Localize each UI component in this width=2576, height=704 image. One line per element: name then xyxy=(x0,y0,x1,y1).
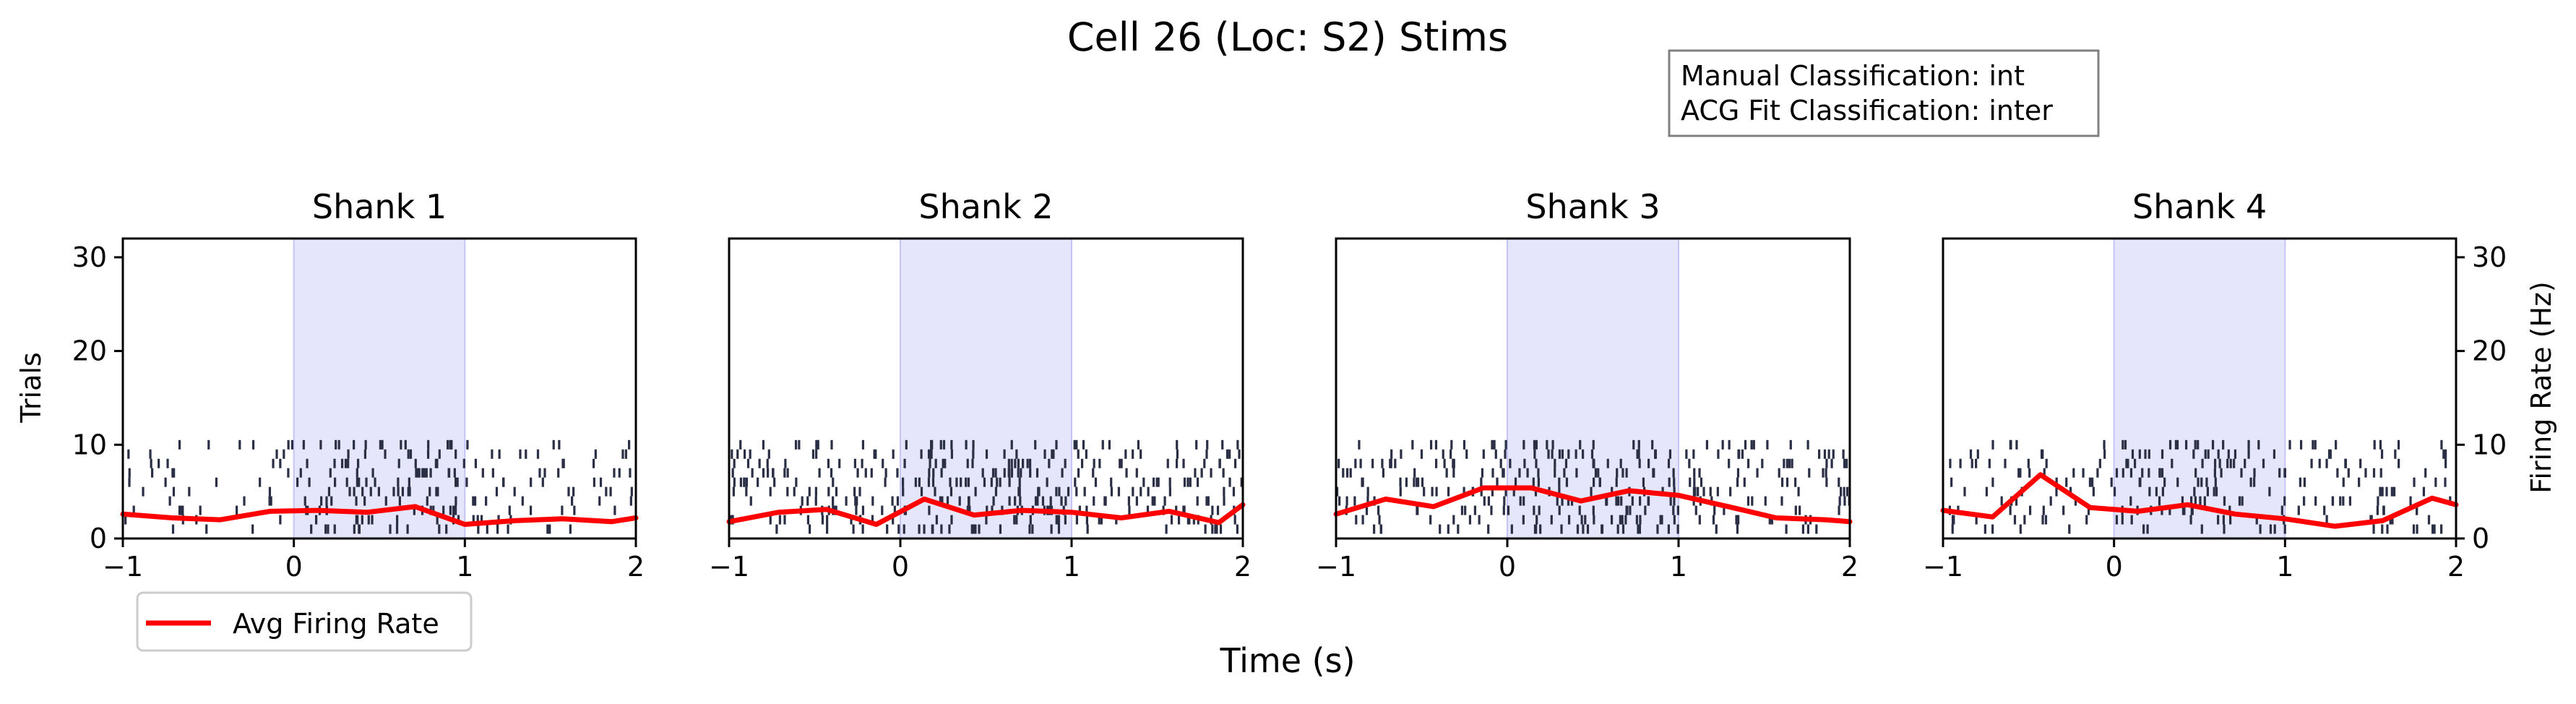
axes-frame xyxy=(1335,237,1851,540)
y-tick-label: 30 xyxy=(2472,241,2507,273)
figure-title: Cell 26 (Loc: S2) Stims xyxy=(1067,14,1508,60)
x-tick-label: 0 xyxy=(1499,551,1516,583)
panel-2: Shank 2 −1 0 1 2 xyxy=(709,187,1252,583)
x-tick-label: 1 xyxy=(1670,551,1687,583)
panel-title: Shank 3 xyxy=(1525,187,1660,226)
x-tick-label: −1 xyxy=(1316,551,1356,583)
x-tick-label: 0 xyxy=(892,551,909,583)
panel-title: Shank 2 xyxy=(918,187,1053,226)
y-tick-label: 0 xyxy=(2472,523,2489,554)
manual-classification: Manual Classification: int xyxy=(1681,60,2025,92)
y-tick-label: 30 xyxy=(72,241,107,273)
y-axis-label-firing-rate: Firing Rate (Hz) xyxy=(2525,281,2557,494)
panel-title: Shank 4 xyxy=(2132,187,2267,226)
axes-frame xyxy=(121,237,637,540)
y-tick-label: 0 xyxy=(90,523,107,554)
panel-title: Shank 1 xyxy=(312,187,447,226)
acg-fit-classification: ACG Fit Classification: inter xyxy=(1681,95,2053,126)
y-tick-label: 10 xyxy=(72,429,107,460)
x-tick-label: −1 xyxy=(709,551,749,583)
stim-window xyxy=(2113,238,2286,539)
x-tick-label: 2 xyxy=(1234,551,1252,583)
stim-window xyxy=(900,238,1072,539)
y-tick-label: 10 xyxy=(2472,429,2507,460)
y-tick-label: 20 xyxy=(72,335,107,367)
panel-3: Shank 3 −1 0 1 2 xyxy=(1316,187,1858,583)
x-tick-label: 1 xyxy=(1063,551,1080,583)
avg-firing-rate-line xyxy=(1333,485,1853,525)
legend: Avg Firing Rate xyxy=(136,591,473,652)
x-tick-label: −1 xyxy=(103,551,143,583)
x-tick-label: 1 xyxy=(2276,551,2293,583)
axes-frame xyxy=(1942,237,2457,540)
y-axis-label-trials: Trials xyxy=(15,352,47,423)
x-axis-label: Time (s) xyxy=(1219,641,1355,680)
x-tick-label: 2 xyxy=(627,551,645,583)
avg-firing-rate-line xyxy=(726,497,1246,527)
x-tick-label: 1 xyxy=(456,551,473,583)
x-tick-label: 0 xyxy=(2106,551,2123,583)
x-tick-label: 2 xyxy=(1841,551,1858,583)
x-tick-label: 2 xyxy=(2447,551,2465,583)
avg-firing-rate-line xyxy=(120,504,639,527)
axes-frame xyxy=(728,237,1244,540)
avg-firing-rate-line xyxy=(1940,472,2459,529)
x-tick-label: −1 xyxy=(1923,551,1963,583)
legend-label-avg-rate: Avg Firing Rate xyxy=(233,608,439,640)
classification-box: Manual Classification: int ACG Fit Class… xyxy=(1668,49,2100,137)
x-tick-label: 0 xyxy=(285,551,303,583)
y-tick-label: 20 xyxy=(2472,335,2507,367)
